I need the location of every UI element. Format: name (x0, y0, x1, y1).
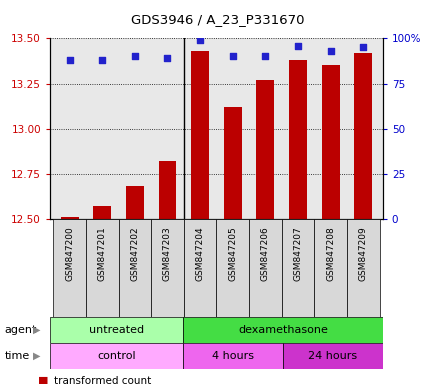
Bar (50, 317, 183, 343)
Bar (314, 219, 346, 317)
Bar (53, 219, 86, 317)
Point (99, 57, 105, 63)
Text: ■: ■ (38, 376, 49, 384)
Text: transformed count: transformed count (54, 376, 151, 384)
Point (66, 57, 73, 63)
Bar (125, 186, 144, 219)
Point (261, 53, 268, 60)
Text: GSM847202: GSM847202 (130, 227, 139, 281)
Point (326, 48, 333, 54)
Text: GSM847206: GSM847206 (260, 227, 269, 281)
Bar (93, 206, 111, 219)
Text: time: time (4, 351, 30, 361)
Bar (283, 343, 382, 369)
Text: GSM847209: GSM847209 (358, 227, 367, 281)
Text: GSM847205: GSM847205 (228, 227, 237, 281)
Bar (50, 343, 183, 369)
Point (196, 37, 203, 43)
Bar (183, 317, 382, 343)
Text: 4 hours: 4 hours (211, 351, 253, 361)
Point (359, 44, 366, 50)
Bar (256, 80, 274, 219)
Bar (223, 107, 241, 219)
Bar (216, 219, 249, 317)
Text: untreated: untreated (89, 325, 144, 335)
Bar (151, 219, 184, 317)
Bar (158, 161, 176, 219)
Bar (191, 51, 209, 219)
Text: GSM847200: GSM847200 (65, 227, 74, 281)
Text: GSM847204: GSM847204 (195, 227, 204, 281)
Bar (183, 343, 283, 369)
Text: 24 hours: 24 hours (308, 351, 357, 361)
Bar (288, 60, 306, 219)
Text: GSM847207: GSM847207 (293, 227, 302, 281)
Bar (346, 219, 379, 317)
Text: ▶: ▶ (33, 325, 41, 335)
Text: GSM847201: GSM847201 (98, 227, 106, 281)
Bar (118, 219, 151, 317)
Text: control: control (97, 351, 135, 361)
Bar (353, 53, 372, 219)
Bar (321, 66, 339, 219)
Text: ▶: ▶ (33, 351, 41, 361)
Bar (249, 219, 281, 317)
Point (164, 55, 171, 61)
Point (229, 53, 236, 60)
Bar (281, 219, 314, 317)
Text: GSM847208: GSM847208 (326, 227, 334, 281)
Point (294, 43, 301, 49)
Bar (184, 219, 216, 317)
Bar (86, 219, 118, 317)
Point (131, 53, 138, 60)
Text: GSM847203: GSM847203 (163, 227, 171, 281)
Text: GDS3946 / A_23_P331670: GDS3946 / A_23_P331670 (131, 13, 303, 26)
Text: agent: agent (4, 325, 36, 335)
Bar (60, 217, 79, 219)
Text: dexamethasone: dexamethasone (237, 325, 327, 335)
